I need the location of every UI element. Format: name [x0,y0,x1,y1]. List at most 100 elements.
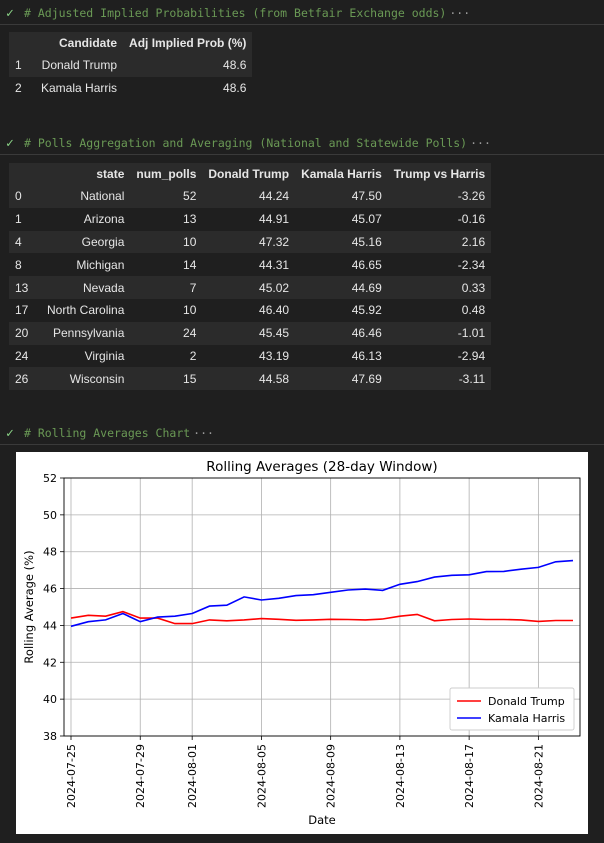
check-icon: ✓ [6,425,14,441]
table-cell: 45.02 [259,280,290,295]
table-cell: 44.58 [259,371,290,386]
cell-header-polls[interactable]: ✓ # Polls Aggregation and Averaging (Nat… [0,132,604,155]
y-tick-label: 48 [43,546,57,559]
table-cell: Wisconsin [69,371,125,386]
probabilities-table: Candidate Adj Implied Prob (%) 1 Donald T… [9,32,253,100]
polls-table: state num_polls Donald Trump Kamala Harr… [9,163,492,391]
y-axis-label: Rolling Average (%) [22,550,36,663]
table-row: 24 Virginia 2 43.19 46.13 -2.94 [9,344,492,368]
more-icon[interactable]: ··· [470,136,491,150]
table-row: 17 North Carolina 10 46.40 45.92 0.48 [9,298,492,322]
table-cell: 43.19 [259,348,290,363]
table-row: 4 Georgia 10 47.32 45.16 2.16 [9,230,492,254]
x-tick-label: 2024-08-21 [532,744,545,808]
table-cell: 44.91 [259,212,290,227]
column-header: state [96,167,125,181]
table-cell: 10 [183,234,197,249]
column-header: Trump vs Harris [393,167,486,181]
more-icon[interactable]: ··· [449,6,471,20]
table-cell: -3.26 [457,189,486,204]
row-index: 8 [15,257,22,272]
table-cell: Arizona [83,212,125,227]
table-row: 2 Kamala Harris 48.6 [9,76,253,100]
row-index: 24 [15,348,29,363]
table-cell: 2.16 [461,234,486,249]
x-tick-label: 2024-07-29 [134,744,147,808]
table-cell: 46.13 [351,348,382,363]
column-header: Candidate [59,36,118,50]
table-cell: Georgia [81,234,125,249]
table-cell: Nevada [83,280,125,295]
table-row: 8 Michigan 14 44.31 46.65 -2.34 [9,253,492,277]
chart-title: Rolling Averages (28-day Window) [206,459,437,475]
table-cell: -2.94 [457,348,486,363]
table-cell: 13 [183,212,197,227]
table-cell: 48.6 [223,81,247,96]
table-cell: 45.16 [351,234,382,249]
table-cell: -0.16 [457,212,486,227]
table-cell: 47.32 [259,234,290,249]
cell-header-probabilities[interactable]: ✓ # Adjusted Implied Probabilities (from… [0,2,604,25]
table-cell: 10 [183,303,197,318]
column-header: Adj Implied Prob (%) [129,36,247,50]
x-axis-label: Date [308,813,336,827]
row-index: 26 [15,371,29,386]
check-icon: ✓ [6,135,14,151]
table-cell: Pennsylvania [52,326,125,341]
column-header [9,163,41,185]
table-cell: -2.34 [457,257,486,272]
x-tick-label: 2024-08-17 [463,744,476,808]
table-cell: 46.65 [351,257,382,272]
table-cell: 0.33 [461,280,486,295]
table-cell: National [80,189,125,204]
table-cell: Michigan [76,257,125,272]
table-cell: 47.69 [351,371,382,386]
x-tick-label: 2024-08-09 [325,744,338,808]
rolling-averages-chart: Rolling Averages (28-day Window) 38 40 42 44… [22,459,581,827]
table-cell: 46.40 [259,303,290,318]
table-cell: 2 [189,348,197,363]
table-row: 13 Nevada 7 45.02 44.69 0.33 [9,276,492,299]
table-cell: 7 [189,280,197,295]
table-cell: 24 [183,326,197,341]
cell-comment: # Polls Aggregation and Averaging (Natio… [24,136,468,150]
table-cell: 44.24 [259,189,290,204]
row-index: 1 [15,58,22,73]
row-index: 2 [15,81,22,96]
table-row: 26 Wisconsin 15 44.58 47.69 -3.11 [9,367,492,391]
row-index: 17 [15,303,29,318]
table-row: 0 National 52 44.24 47.50 -3.26 [9,185,492,208]
cell-comment: # Adjusted Implied Probabilities (from B… [24,6,447,20]
table-cell: 44.69 [351,280,382,295]
cell-comment: # Rolling Averages Chart [24,426,191,440]
table-cell: 0.48 [461,303,486,318]
table-cell: -1.01 [457,326,486,341]
table-cell: 45.45 [259,326,290,341]
row-index: 1 [15,212,22,227]
table-cell: 48.6 [223,58,247,73]
table-cell: 14 [183,257,197,272]
row-index: 13 [15,280,29,295]
x-tick-label: 2024-07-25 [65,744,78,808]
table-cell: 45.92 [351,303,382,318]
chart-output: Rolling Averages (28-day Window) 38 40 42 44… [16,452,588,834]
more-icon[interactable]: ··· [193,426,214,440]
table-row: 20 Pennsylvania 24 45.45 46.46 -1.01 [9,321,492,345]
legend-label: Kamala Harris [488,712,565,725]
row-index: 20 [15,326,29,341]
series-line [70,610,573,625]
check-icon: ✓ [6,5,14,21]
table-cell: 15 [183,371,197,386]
row-index: 0 [15,189,22,204]
cell-header-chart[interactable]: ✓ # Rolling Averages Chart ··· [0,422,604,445]
table-cell: 47.50 [351,189,382,204]
column-header: num_polls [136,167,197,181]
legend-box [449,687,575,731]
table-cell: -3.11 [458,371,486,386]
table-cell: 44.31 [259,257,290,272]
table-cell: Donald Trump [41,58,118,73]
y-tick-label: 52 [43,472,57,485]
table-cell: Virginia [84,348,125,363]
y-tick-label: 44 [43,619,57,632]
x-tick-label: 2024-08-13 [394,744,407,808]
